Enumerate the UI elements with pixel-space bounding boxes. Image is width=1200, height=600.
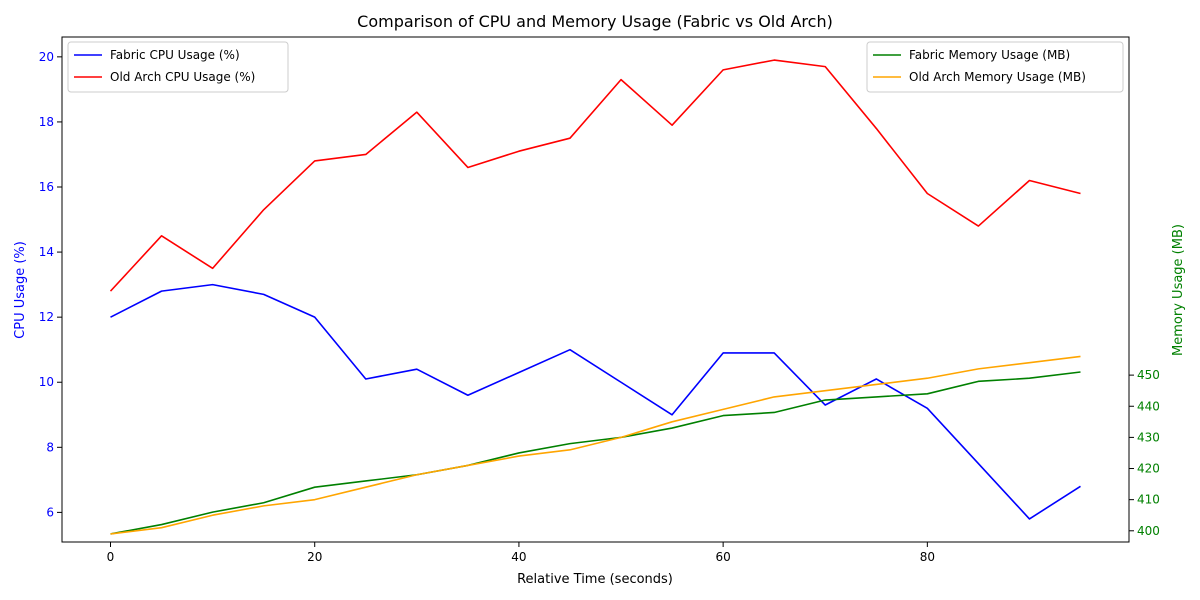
legend-cpu bbox=[67, 41, 289, 93]
x-tick-label: 60 bbox=[715, 550, 730, 564]
y-left-tick-label: 10 bbox=[39, 375, 54, 389]
y-left-tick-label: 8 bbox=[46, 440, 54, 454]
y-right-tick-label: 430 bbox=[1137, 430, 1160, 444]
y-right-tick-label: 450 bbox=[1137, 368, 1160, 382]
series-line-old-arch-cpu-usage bbox=[109, 59, 1081, 292]
y-axis-right-label: Memory Usage (MB) bbox=[1171, 224, 1186, 356]
y-left-tick-label: 20 bbox=[39, 50, 54, 64]
x-axis-label: Relative Time (seconds) bbox=[517, 572, 673, 587]
y-right-tick-label: 420 bbox=[1137, 462, 1160, 476]
x-tick-label: 20 bbox=[307, 550, 322, 564]
x-tick-label: 0 bbox=[107, 550, 115, 564]
y-right-tick-label: 410 bbox=[1137, 493, 1160, 507]
legend-memory bbox=[866, 41, 1124, 93]
y-left-tick-label: 14 bbox=[39, 245, 54, 259]
x-tick-label: 40 bbox=[511, 550, 526, 564]
y-left-tick-label: 6 bbox=[46, 505, 54, 519]
y-left-tick-label: 18 bbox=[39, 115, 54, 129]
y-right-tick-label: 400 bbox=[1137, 524, 1160, 538]
x-tick-label: 80 bbox=[920, 550, 935, 564]
y-right-tick-label: 440 bbox=[1137, 399, 1160, 413]
legend-label: Old Arch Memory Usage (MB) bbox=[909, 70, 1086, 84]
y-left-tick-label: 12 bbox=[39, 310, 54, 324]
series-line-fabric-cpu-usage bbox=[110, 283, 1081, 520]
legend-label: Fabric CPU Usage (%) bbox=[110, 48, 240, 62]
chart-title: Comparison of CPU and Memory Usage (Fabr… bbox=[357, 12, 833, 31]
series-line-old-arch-memory-usage-mb bbox=[110, 355, 1081, 535]
y-left-tick-label: 16 bbox=[39, 180, 54, 194]
legend-label: Fabric Memory Usage (MB) bbox=[909, 48, 1070, 62]
plot-frame bbox=[61, 36, 1130, 543]
legend-label: Old Arch CPU Usage (%) bbox=[110, 70, 255, 84]
series-line-fabric-memory-usage-mb bbox=[110, 371, 1081, 535]
y-axis-left-label: CPU Usage (%) bbox=[13, 241, 28, 339]
